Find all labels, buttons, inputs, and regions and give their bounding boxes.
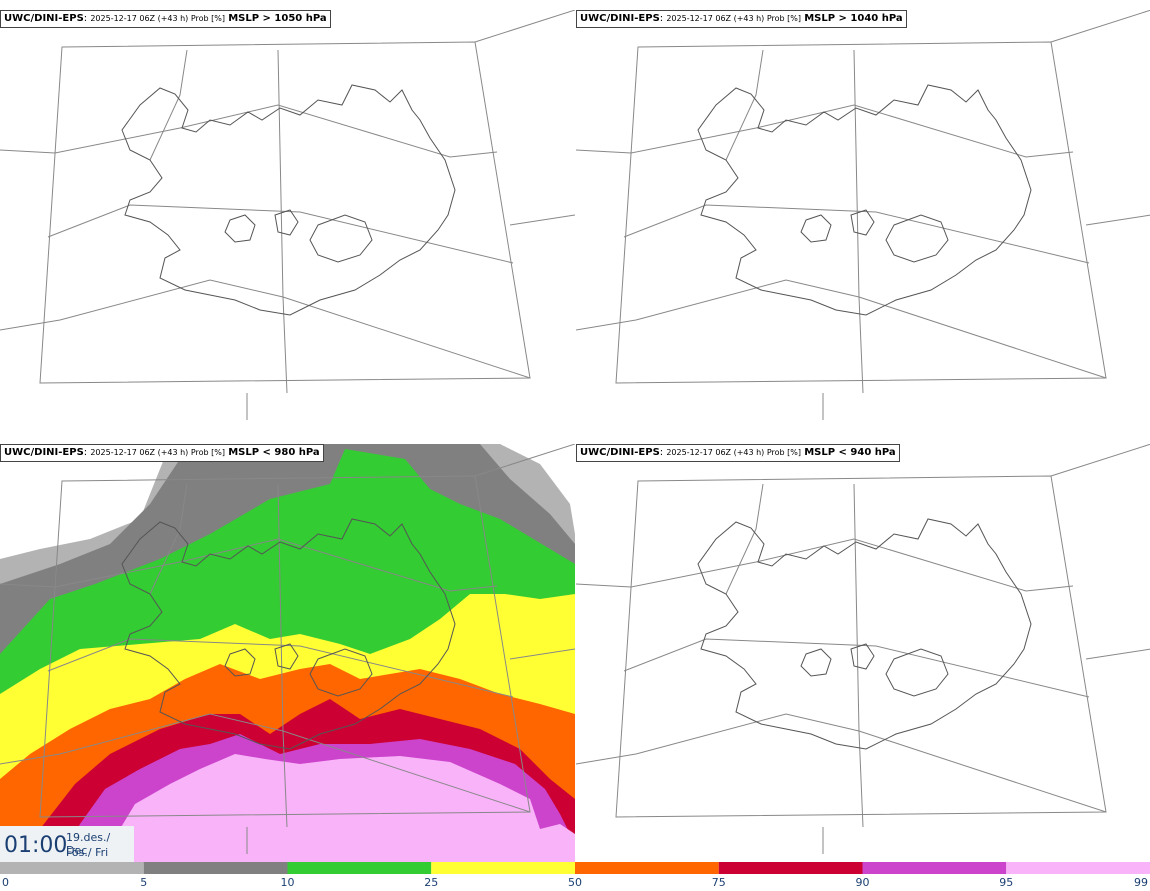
coastline-iceland — [121, 84, 456, 316]
colorbar-swatch — [862, 862, 1007, 874]
coastline-iceland — [800, 648, 832, 677]
colorbar-tick-label: 75 — [712, 876, 726, 889]
coastline-iceland — [274, 209, 299, 236]
basemap — [0, 444, 575, 854]
panel-title: UWC/DINI-EPS: 2025-12-17 06Z (+43 h) Pro… — [0, 10, 331, 28]
graticule-line — [576, 104, 1074, 158]
map-frame — [615, 41, 1107, 384]
graticule-line — [0, 279, 531, 379]
graticule-line — [1085, 214, 1150, 226]
panel-title: UWC/DINI-EPS: 2025-12-17 06Z (+43 h) Pro… — [576, 10, 907, 28]
graticule-line — [1050, 444, 1150, 477]
colorbar-swatch — [0, 862, 144, 874]
graticule-line — [1085, 648, 1150, 660]
coastline-iceland — [309, 214, 373, 263]
graticule-line — [576, 279, 1107, 379]
map-panel-top-left: UWC/DINI-EPS: 2025-12-17 06Z (+43 h) Pro… — [0, 10, 575, 440]
coastline-iceland — [224, 214, 256, 243]
colorbar-tick-label: 0 — [2, 876, 9, 889]
map-frame — [615, 475, 1107, 818]
coastline-iceland — [697, 518, 1032, 750]
valid-time-box: 01:00 19.des./ Dec Fös./ Fri — [0, 826, 134, 862]
graticule-line — [623, 638, 1090, 698]
coastline-iceland — [850, 643, 875, 670]
basemap — [0, 10, 575, 420]
map-panel-bottom-right: UWC/DINI-EPS: 2025-12-17 06Z (+43 h) Pro… — [576, 444, 1150, 874]
probability-field — [0, 444, 575, 864]
panel-title: UWC/DINI-EPS: 2025-12-17 06Z (+43 h) Pro… — [576, 444, 900, 462]
graticule-line — [47, 638, 514, 698]
graticule-line — [474, 444, 575, 477]
coastline-iceland — [697, 84, 1032, 316]
colorbar-tick-label: 90 — [856, 876, 870, 889]
graticule-line — [0, 104, 498, 158]
colorbar-swatch — [575, 862, 719, 874]
colorbar-tick-label: 25 — [424, 876, 438, 889]
coastline-iceland — [850, 209, 875, 236]
graticule-line — [1050, 10, 1150, 43]
graticule-line — [853, 49, 864, 394]
coastline-iceland — [224, 648, 256, 677]
graticule-line — [0, 713, 531, 813]
map-frame — [39, 41, 531, 384]
graticule-line — [576, 538, 1074, 592]
graticule-line — [725, 483, 764, 595]
basemap — [576, 444, 1150, 854]
map-canvas — [0, 444, 575, 864]
valid-weekday: Fös./ Fri — [66, 846, 109, 859]
panel-title: UWC/DINI-EPS: 2025-12-17 06Z (+43 h) Pro… — [0, 444, 324, 462]
graticule-line — [623, 204, 1090, 264]
colorbar-tick-label: 10 — [281, 876, 295, 889]
graticule-line — [474, 10, 575, 43]
map-canvas — [0, 10, 575, 420]
graticule-line — [853, 483, 864, 828]
coastline-iceland — [885, 648, 949, 697]
colorbar-tick-label: 99 — [1134, 876, 1148, 889]
coastline-iceland — [309, 648, 373, 697]
valid-time: 01:00 — [4, 833, 68, 858]
graticule-line — [47, 204, 514, 264]
map-canvas — [576, 10, 1150, 420]
graticule-line — [149, 49, 188, 161]
map-panel-top-right: UWC/DINI-EPS: 2025-12-17 06Z (+43 h) Pro… — [576, 10, 1150, 440]
coastline-iceland — [800, 214, 832, 243]
graticule-line — [149, 483, 188, 595]
colorbar-tick-label: 95 — [999, 876, 1013, 889]
basemap — [576, 10, 1150, 420]
valid-date: 19.des./ Dec — [66, 831, 111, 857]
prob-band-99 — [105, 754, 575, 864]
graticule-line — [277, 483, 288, 828]
colorbar-swatch — [1006, 862, 1150, 874]
colorbar-swatch — [287, 862, 432, 874]
graticule-line — [509, 214, 575, 226]
colorbar-tick-label: 50 — [568, 876, 582, 889]
colorbar-tick-label: 5 — [140, 876, 147, 889]
map-canvas — [576, 444, 1150, 854]
coastline-iceland — [274, 643, 299, 670]
colorbar-swatch — [718, 862, 863, 874]
graticule-line — [725, 49, 764, 161]
map-panel-bottom-left: UWC/DINI-EPS: 2025-12-17 06Z (+43 h) Pro… — [0, 444, 575, 874]
graticule-line — [277, 49, 288, 394]
graticule-line — [0, 538, 498, 592]
coastline-iceland — [885, 214, 949, 263]
coastline-iceland — [121, 518, 456, 750]
colorbar-swatch — [431, 862, 575, 874]
colorbar: 0 5 10 25 50 75 90 95 99 — [0, 862, 1150, 889]
graticule-line — [509, 648, 575, 660]
graticule-line — [576, 713, 1107, 813]
colorbar-swatch — [143, 862, 288, 874]
